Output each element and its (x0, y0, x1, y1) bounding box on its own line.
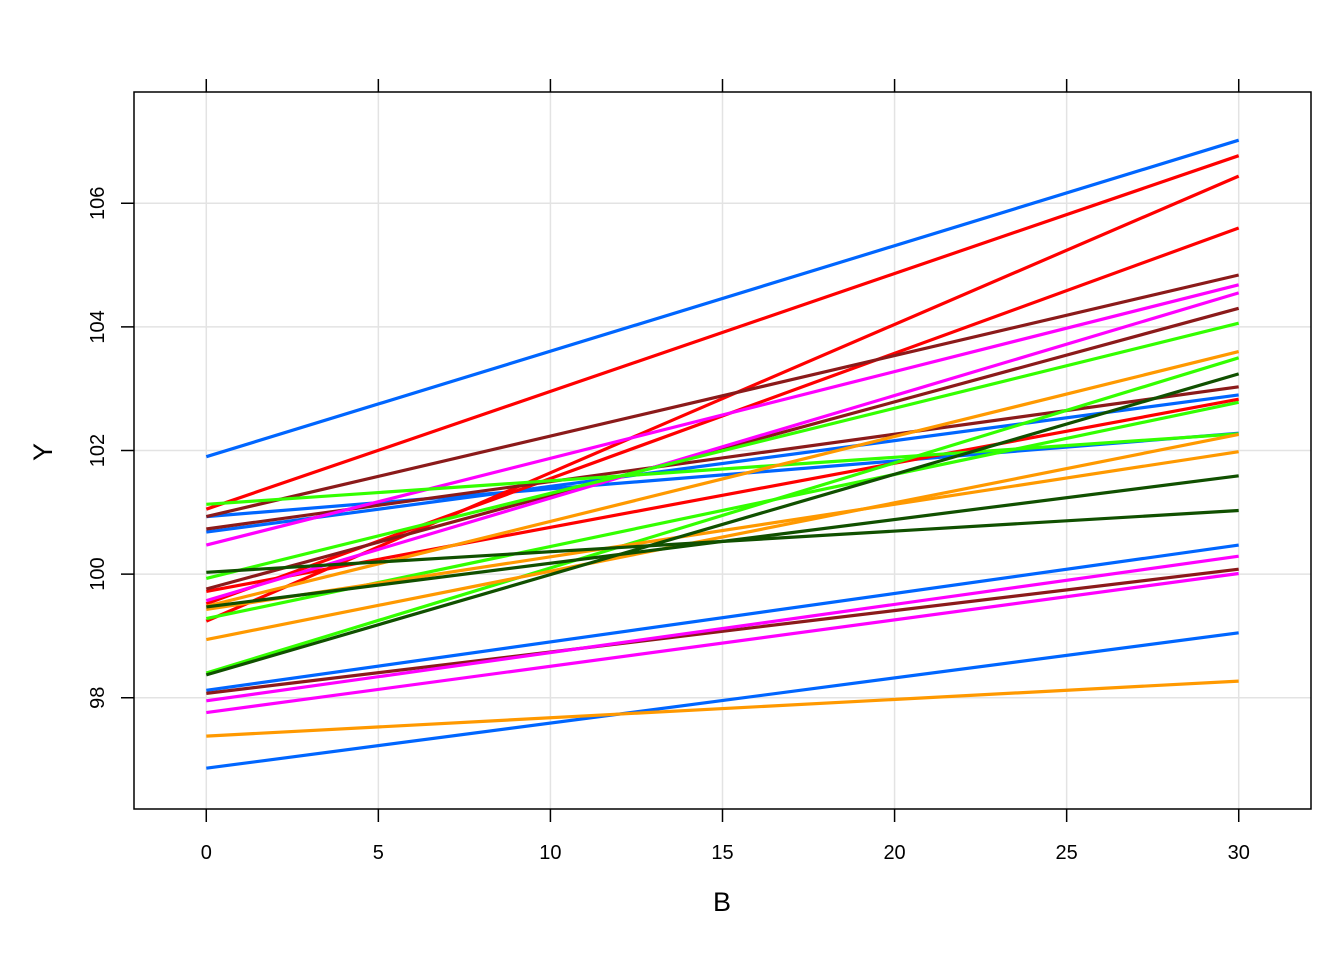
series-line-16 (206, 554, 1239, 703)
x-tick-label: 10 (539, 842, 561, 864)
y-tick-label: 106 (87, 187, 109, 220)
series-line-6 (205, 154, 1240, 511)
x-tick-label: 30 (1228, 842, 1250, 864)
x-axis-label: B (713, 887, 731, 917)
series-line-27 (206, 474, 1239, 609)
series-line-7 (205, 174, 1240, 623)
series-line-18 (206, 432, 1239, 506)
x-tick-label: 25 (1056, 842, 1078, 864)
series-line-14 (205, 283, 1240, 547)
series-line-17 (206, 571, 1239, 715)
series-line-15 (205, 291, 1240, 603)
y-tick-label: 98 (87, 687, 109, 709)
series-line-21 (205, 356, 1240, 675)
series-line-4 (206, 543, 1239, 692)
series-line-5 (206, 631, 1239, 770)
series-line-1 (205, 138, 1240, 459)
series-line-25 (206, 679, 1239, 738)
series-line-12 (205, 306, 1240, 591)
y-axis-label: Y (28, 443, 58, 461)
series-line-22 (205, 350, 1240, 608)
series-line-3 (206, 393, 1239, 534)
series-line-10 (205, 273, 1240, 519)
x-tick-label: 20 (883, 842, 905, 864)
series-line-19 (205, 321, 1240, 580)
series-line-28 (205, 372, 1240, 677)
x-tick-label: 15 (711, 842, 733, 864)
y-tick-label: 102 (87, 434, 109, 467)
x-tick-label: 0 (201, 842, 212, 864)
axis-ticks: 0 5 10 15 20 25 30 98 100 102 104 106 (87, 79, 1250, 864)
y-tick-label: 104 (87, 310, 109, 343)
series-line-13 (206, 567, 1239, 695)
series-line-23 (206, 450, 1239, 611)
series-line-24 (205, 432, 1240, 642)
series-lines (205, 138, 1240, 770)
x-tick-label: 5 (373, 842, 384, 864)
y-tick-label: 100 (87, 557, 109, 590)
series-line-9 (206, 397, 1239, 593)
